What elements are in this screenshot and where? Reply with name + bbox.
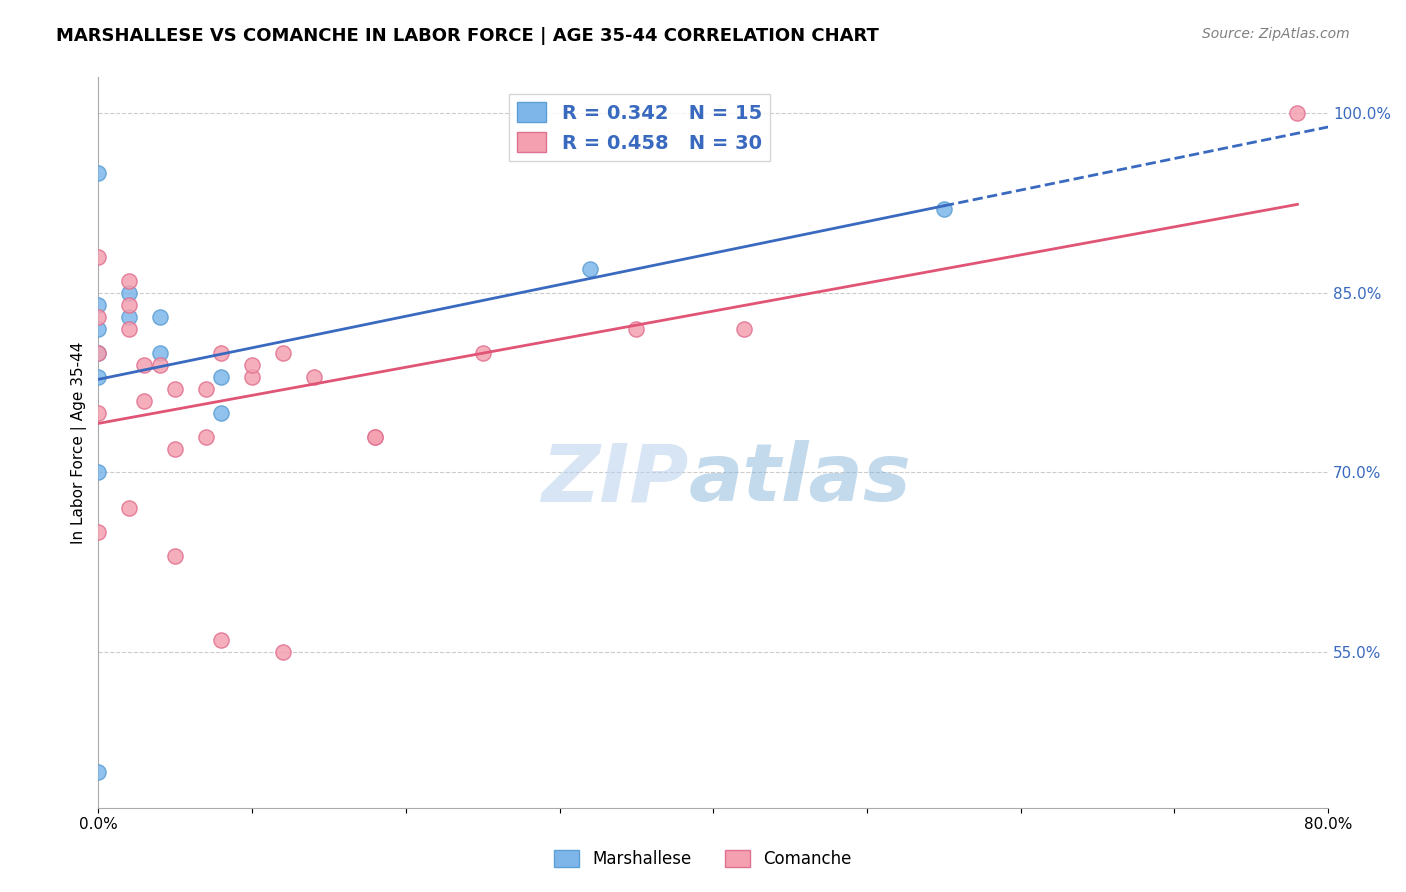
Point (87, 466, 110, 480)
Point (165, 442, 187, 456)
Point (209, 369, 232, 384)
Y-axis label: In Labor Force | Age 35-44: In Labor Force | Age 35-44 (72, 342, 87, 544)
Point (932, 202, 955, 216)
Point (87, 369, 110, 384)
Point (302, 369, 325, 384)
Point (118, 501, 141, 516)
Point (118, 274, 141, 288)
Text: ZIP: ZIP (541, 440, 689, 518)
Point (87, 166, 110, 180)
Legend: Marshallese, Comanche: Marshallese, Comanche (547, 843, 859, 875)
Point (240, 369, 263, 384)
Point (149, 358, 172, 372)
Point (240, 358, 263, 372)
Point (1286, 106, 1309, 120)
Point (626, 322, 648, 336)
Point (87, 406, 110, 420)
Point (118, 310, 141, 324)
Text: Source: ZipAtlas.com: Source: ZipAtlas.com (1202, 27, 1350, 41)
Point (209, 633, 232, 648)
Point (87, 298, 110, 312)
Point (149, 310, 172, 324)
Point (165, 382, 187, 396)
Point (194, 382, 217, 396)
Point (209, 406, 232, 420)
Point (87, 764, 110, 779)
Point (118, 298, 141, 312)
Point (118, 322, 141, 336)
Point (87, 525, 110, 540)
Legend: R = 0.342   N = 15, R = 0.458   N = 30: R = 0.342 N = 15, R = 0.458 N = 30 (509, 95, 769, 161)
Point (87, 310, 110, 324)
Point (209, 345, 232, 359)
Point (733, 322, 755, 336)
Point (271, 345, 294, 359)
Point (194, 429, 217, 443)
Point (471, 345, 494, 359)
Point (134, 393, 156, 408)
Text: atlas: atlas (689, 440, 911, 518)
Point (87, 345, 110, 359)
Point (118, 285, 141, 300)
Point (271, 645, 294, 659)
Point (87, 322, 110, 336)
Point (165, 549, 187, 564)
Point (87, 250, 110, 264)
Point (364, 429, 387, 443)
Point (579, 262, 602, 277)
Point (149, 345, 172, 359)
Point (364, 429, 387, 443)
Point (134, 358, 156, 372)
Point (87, 345, 110, 359)
Text: MARSHALLESE VS COMANCHE IN LABOR FORCE | AGE 35-44 CORRELATION CHART: MARSHALLESE VS COMANCHE IN LABOR FORCE |… (56, 27, 879, 45)
